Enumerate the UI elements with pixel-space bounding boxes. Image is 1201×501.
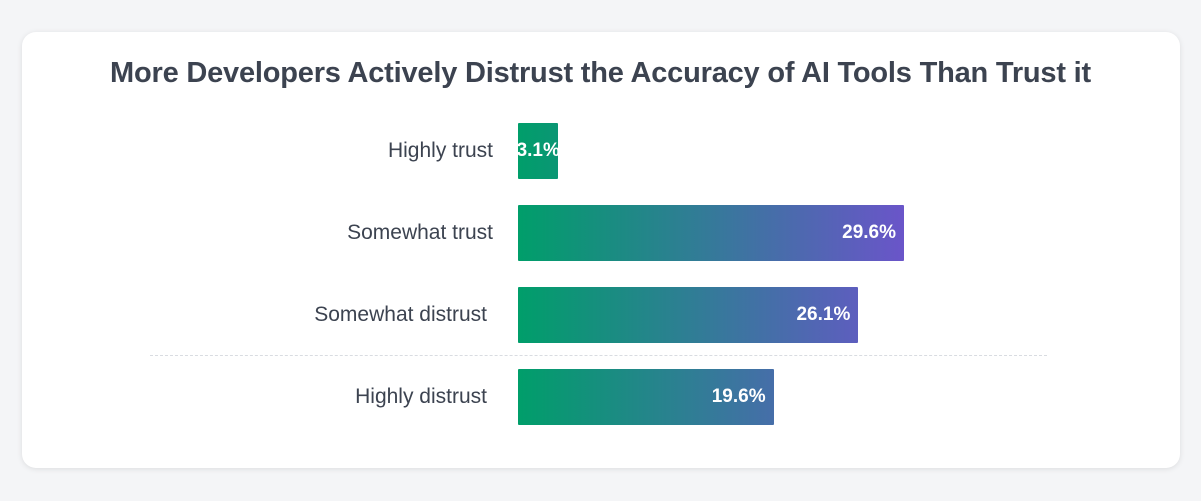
bar-somewhat-trust: 29.6% <box>518 205 904 261</box>
bar-value-label-highly-distrust: 19.6% <box>711 386 766 407</box>
bar-value-label-highly-trust: 3.1% <box>516 140 560 161</box>
bar-value-label-somewhat-distrust: 26.1% <box>796 304 851 325</box>
bar-value-label-somewhat-trust: 29.6% <box>842 222 896 243</box>
bar-highly-distrust: 19.6% <box>518 369 774 425</box>
category-label-highly-trust: Highly trust <box>387 139 493 162</box>
bar-somewhat-distrust: 26.1% <box>518 287 859 343</box>
category-label-highly-distrust: Highly distrust <box>355 385 487 408</box>
category-label-somewhat-trust: Somewhat trust <box>347 221 493 244</box>
category-label-somewhat-distrust: Somewhat distrust <box>314 303 487 326</box>
bar-highly-trust: 3.1% <box>516 123 560 179</box>
divider-line <box>150 355 1047 356</box>
chart-title: More Developers Actively Distrust the Ac… <box>110 57 1091 89</box>
